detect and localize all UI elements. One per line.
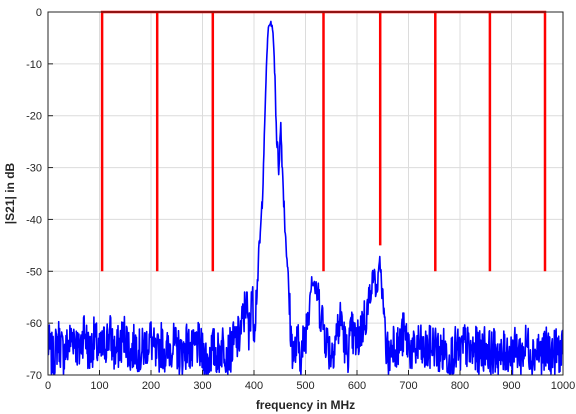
x-axis-label: frequency in MHz <box>256 398 355 412</box>
x-tick-label: 800 <box>451 380 469 392</box>
series-line-0 <box>48 20 563 375</box>
y-axis-label: |S21| in dB <box>3 162 17 224</box>
y-tick-label: -40 <box>26 214 42 226</box>
y-tick-label: -70 <box>26 370 42 382</box>
x-tick-label: 0 <box>45 380 51 392</box>
x-tick-label: 200 <box>142 380 160 392</box>
x-tick-label: 400 <box>245 380 263 392</box>
y-tick-label: -30 <box>26 163 42 175</box>
y-tick-label: -20 <box>26 111 42 123</box>
x-tick-label: 600 <box>348 380 366 392</box>
x-tick-label: 900 <box>502 380 520 392</box>
y-tick-label: 0 <box>36 7 42 19</box>
axis-ticks: 0 100 200 300 400 500 600 700 800 900 1000 0 -10 -20 -… <box>26 7 575 392</box>
y-tick-label: -60 <box>26 318 42 330</box>
x-tick-label: 300 <box>193 380 211 392</box>
y-tick-label: -10 <box>26 59 42 71</box>
y-tick-label: -50 <box>26 266 42 278</box>
x-tick-label: 1000 <box>551 380 575 392</box>
x-tick-label: 100 <box>90 380 108 392</box>
x-tick-label: 700 <box>399 380 417 392</box>
x-tick-label: 500 <box>296 380 314 392</box>
